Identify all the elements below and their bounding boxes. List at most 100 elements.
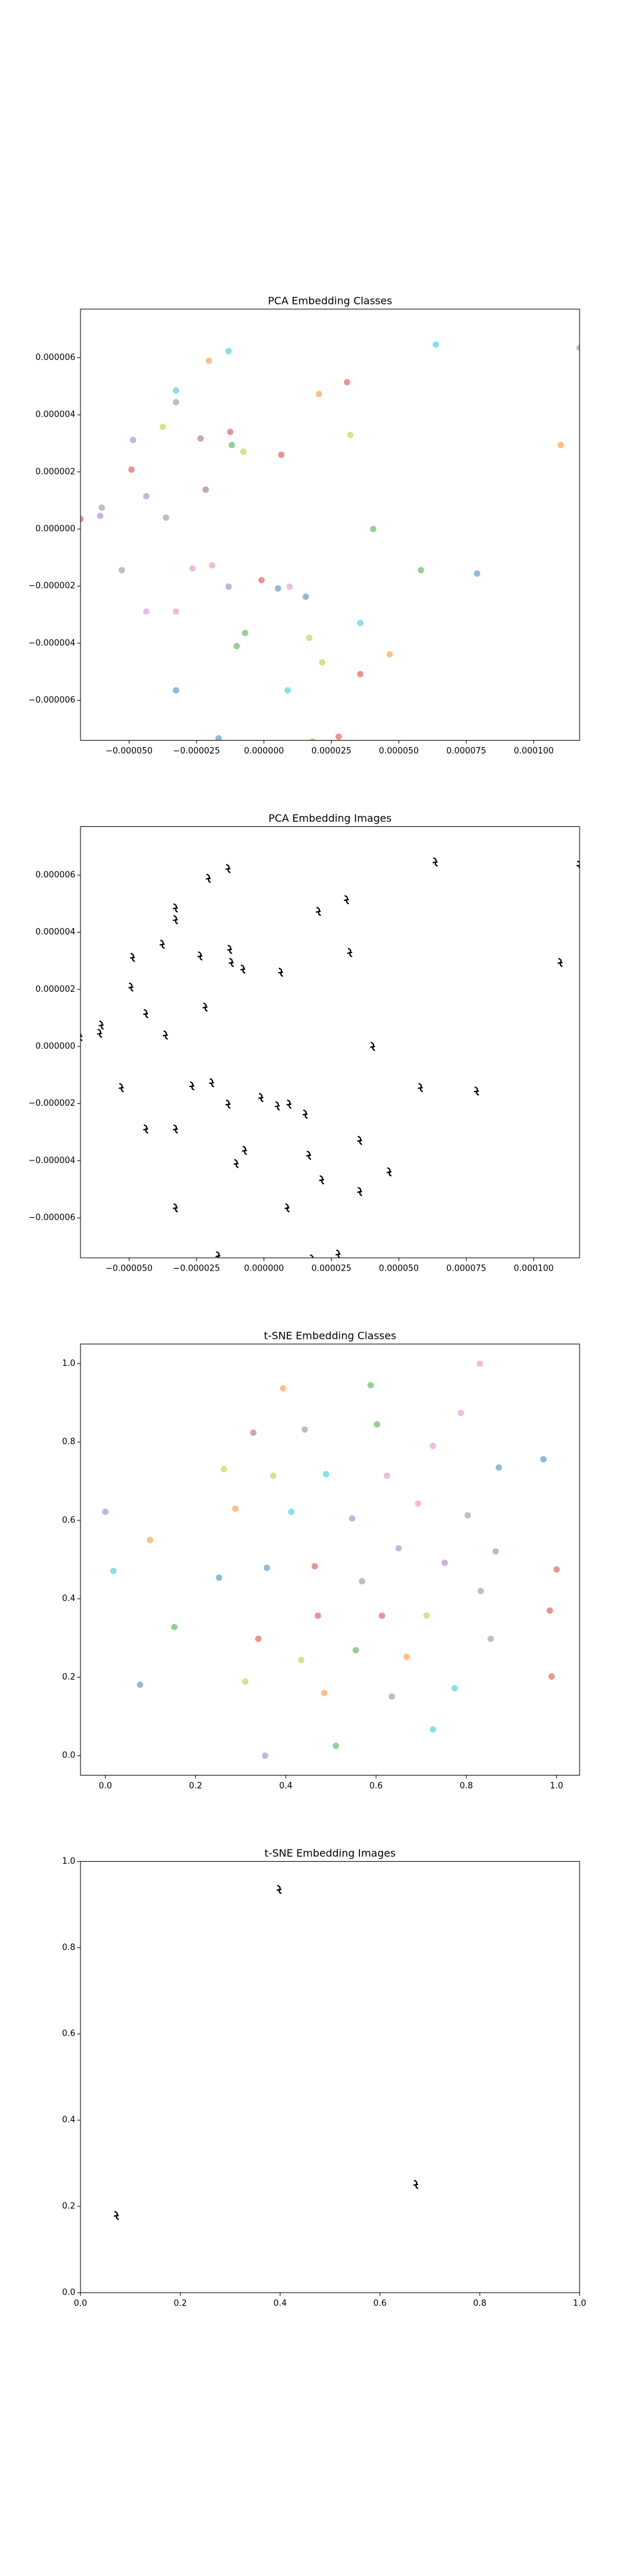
x-tick-label: 0.000025 — [312, 1264, 352, 1274]
digit-image — [227, 945, 232, 954]
axes-frame — [80, 1343, 580, 1776]
point — [137, 1681, 144, 1688]
digit-image — [118, 1083, 124, 1092]
x-tick-label: 0.000050 — [379, 746, 419, 756]
point — [557, 442, 564, 449]
point — [352, 1647, 359, 1654]
digit-image — [143, 1009, 149, 1018]
x-tick-label: 0.8 — [473, 2299, 487, 2309]
point — [309, 738, 316, 741]
plot-title: PCA Embedding Classes — [268, 295, 392, 307]
digit-image — [417, 1083, 423, 1092]
point — [110, 1567, 117, 1575]
digit-image — [225, 1099, 231, 1109]
point — [357, 670, 364, 677]
point — [279, 1385, 287, 1392]
digit-image — [162, 1030, 168, 1040]
point — [430, 1443, 437, 1450]
point — [487, 1635, 494, 1642]
point — [473, 570, 480, 577]
digit-image — [413, 2179, 419, 2189]
x-tick-label: 0.000000 — [244, 1264, 284, 1274]
y-tick-label: 0.6 — [62, 2029, 75, 2039]
y-tick-label: −0.000002 — [28, 1099, 75, 1108]
digit-image — [343, 895, 349, 905]
point — [278, 451, 285, 459]
digit-image — [302, 1110, 308, 1119]
point — [314, 1612, 321, 1619]
digit-image — [143, 1124, 149, 1134]
point — [370, 526, 377, 533]
x-tick-label: 0.4 — [279, 1781, 292, 1791]
x-tick-label: 0.000000 — [244, 746, 284, 756]
point — [143, 493, 150, 500]
point — [323, 1471, 330, 1478]
point — [162, 514, 169, 521]
point — [383, 1472, 390, 1479]
plot-title: t-SNE Embedding Images — [265, 1847, 396, 1859]
digit-image — [316, 907, 321, 916]
point — [319, 659, 326, 666]
point — [288, 1508, 295, 1515]
point — [301, 1426, 308, 1433]
x-tick-label: 1.0 — [573, 2299, 587, 2309]
digit-image — [113, 2211, 119, 2221]
point — [270, 1472, 277, 1479]
x-tick-label: 0.000100 — [514, 746, 554, 756]
point — [215, 735, 222, 741]
digit-image — [557, 958, 563, 967]
y-tick-label: −0.000002 — [28, 582, 75, 591]
point — [430, 1726, 437, 1733]
x-tick-label: 0.2 — [189, 1781, 202, 1791]
y-tick-label: 0.4 — [62, 2116, 75, 2125]
point — [242, 1678, 249, 1685]
point — [102, 1508, 109, 1515]
point — [128, 466, 135, 473]
point — [335, 733, 342, 740]
y-tick-label: −0.000004 — [28, 1156, 75, 1166]
point — [540, 1455, 547, 1463]
digit-image — [386, 1167, 392, 1177]
digit-image — [173, 903, 178, 913]
point — [205, 357, 213, 365]
axes-frame — [80, 1861, 580, 2293]
point — [250, 1429, 257, 1436]
digit-image — [173, 1203, 178, 1213]
point — [242, 629, 249, 636]
x-tick-label: 0.0 — [74, 2299, 88, 2309]
digit-image — [173, 1124, 178, 1134]
digit-image — [80, 1033, 82, 1041]
subplot: PCA Embedding Images −0.000050 −0.000025 0.… — [28, 812, 580, 1274]
point — [97, 513, 104, 520]
point — [232, 1505, 239, 1512]
point — [80, 515, 84, 522]
digit-image — [215, 1251, 221, 1258]
y-tick-label: 0.8 — [62, 1437, 75, 1447]
y-tick-label: 1.0 — [62, 1857, 75, 1866]
point — [146, 1537, 153, 1544]
digit-image — [576, 860, 580, 869]
y-tick-label: 0.6 — [62, 1515, 75, 1525]
point — [548, 1673, 555, 1680]
point — [357, 620, 364, 627]
point — [343, 379, 350, 386]
x-tick-label: −0.000025 — [173, 746, 220, 756]
point — [284, 687, 291, 694]
x-tick-label: −0.000050 — [106, 746, 153, 756]
point — [386, 651, 393, 658]
axes-frame — [80, 826, 580, 1258]
y-tick-label: 0.000000 — [35, 1041, 75, 1051]
y-tick-label: −0.000006 — [28, 1213, 75, 1223]
subplot: t-SNE Embedding Classes 0.0 0.2 0.4 0.6 0.8 1.… — [62, 1330, 580, 1791]
point — [432, 341, 439, 348]
point — [129, 437, 137, 444]
plot-area — [113, 1884, 419, 2221]
digit-image — [357, 1187, 363, 1197]
y-tick-label: 0.000006 — [35, 353, 75, 363]
point — [173, 608, 180, 615]
point — [546, 1607, 553, 1614]
point — [118, 567, 126, 574]
point — [492, 1548, 499, 1555]
point — [173, 387, 180, 394]
